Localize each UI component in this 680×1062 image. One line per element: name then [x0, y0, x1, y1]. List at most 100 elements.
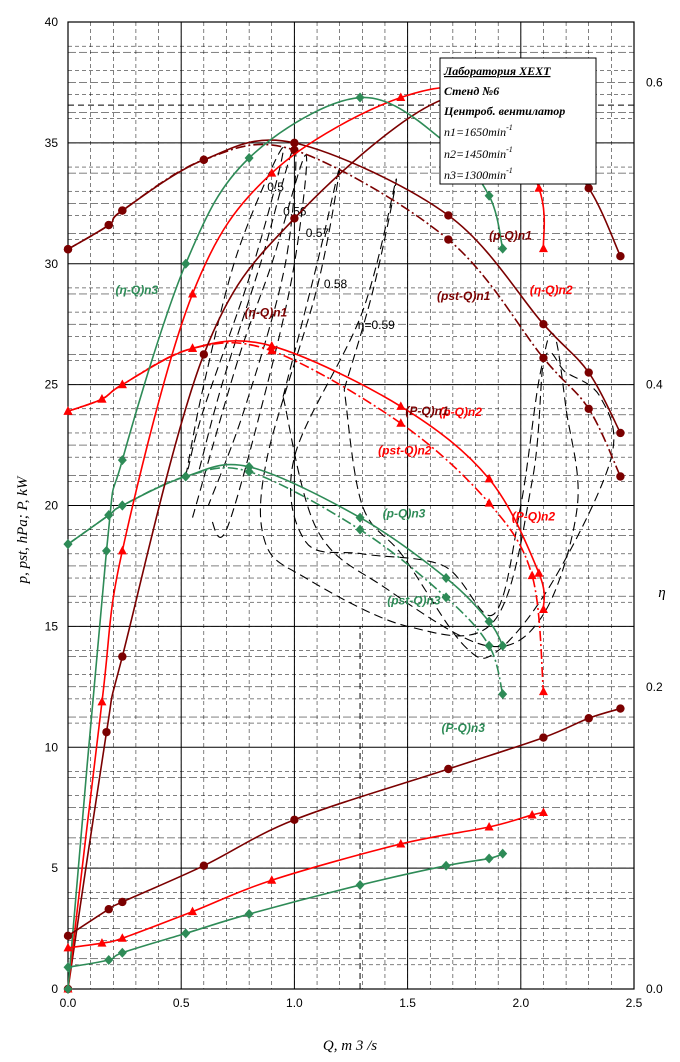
data-point: [527, 809, 537, 819]
data-point: [188, 288, 198, 298]
data-point: [396, 92, 406, 102]
data-point: [104, 510, 114, 521]
iso-efficiency-curve: [191, 154, 308, 538]
x-tick-label: 2.0: [512, 996, 529, 1010]
y-tick-label: 15: [45, 619, 59, 633]
data-point: [444, 211, 453, 220]
data-point: [181, 258, 191, 269]
data-point: [188, 343, 198, 352]
data-point: [534, 183, 544, 192]
data-point: [101, 545, 111, 556]
data-point: [117, 500, 127, 511]
data-point: [498, 848, 508, 859]
y-tick-label: 40: [45, 15, 59, 29]
series-line: [67, 86, 546, 990]
data-point: [498, 689, 508, 700]
iso-efficiency-curve: [289, 178, 615, 659]
data-point: [102, 727, 111, 737]
data-point: [355, 512, 365, 523]
series: [63, 807, 548, 952]
x-tick-label: 2.5: [626, 996, 643, 1010]
data-point: [181, 928, 191, 939]
series: [63, 466, 508, 700]
series-line: [67, 341, 545, 692]
legend-line-fan: Центроб. вентилатор: [443, 104, 565, 118]
y-tick-label: 5: [51, 861, 58, 875]
data-point: [244, 152, 254, 163]
series-line: [67, 466, 504, 695]
grid: [67, 21, 635, 990]
data-point: [441, 860, 451, 871]
y2-tick-label: 0.6: [646, 75, 663, 89]
y2-tick-label: 0.2: [646, 680, 663, 694]
data-point: [117, 379, 127, 389]
y2-axis-title: η: [658, 585, 665, 601]
iso-efficiency-label: 0.58: [324, 277, 348, 291]
y-axis-title: p, pst, hPa; P, kW: [15, 475, 31, 584]
series-label: (p-Q)n3: [383, 507, 426, 521]
data-point: [104, 905, 113, 914]
data-point: [97, 696, 107, 706]
data-point: [63, 245, 73, 254]
data-point: [63, 406, 73, 415]
data-point: [616, 472, 625, 481]
data-point: [396, 401, 406, 410]
y-tick-label: 20: [45, 499, 59, 513]
data-point: [484, 616, 494, 627]
legend-line-lab: Лаборатория ХЕХТ: [443, 64, 551, 78]
x-tick-label: 1.5: [399, 996, 416, 1010]
data-point: [584, 184, 593, 193]
series-label: (η-Q)n1: [245, 306, 288, 320]
data-point: [355, 880, 365, 891]
series-line: [67, 852, 503, 969]
iso-efficiency-label: 0.5: [267, 180, 284, 194]
x-tick-label: 1.0: [286, 996, 303, 1010]
series-label: (η-Q)n3: [116, 283, 159, 297]
series-line: [67, 707, 621, 937]
x-tick-label: 0.5: [173, 996, 190, 1010]
y-tick-label: 30: [45, 257, 59, 271]
series-label: (pst-Q)n1: [437, 289, 491, 303]
data-point: [117, 545, 127, 555]
data-point: [534, 568, 544, 577]
data-point: [97, 394, 107, 403]
data-point: [267, 875, 277, 884]
iso-efficiency-label: 0.56: [283, 204, 307, 218]
data-point: [104, 220, 113, 230]
series: [63, 341, 548, 696]
legend-line-stand: Стенд №6: [444, 84, 499, 98]
iso-efficiency-label: 0.57: [306, 226, 330, 240]
series: [63, 143, 625, 481]
data-point: [484, 822, 494, 831]
data-point: [290, 815, 299, 824]
iso-efficiency-curve: [185, 147, 284, 477]
data-point: [199, 350, 209, 359]
data-point: [441, 592, 451, 603]
data-point: [355, 524, 365, 535]
data-point: [584, 404, 593, 413]
data-point: [527, 570, 537, 580]
iso-efficiency-lines: 0.5 0.56 0.57 0.58 η=0.59: [185, 147, 615, 659]
legend-line-n2: n2=1450min-1: [444, 145, 513, 161]
iso-efficiency-curve: [259, 166, 579, 648]
data-point: [539, 733, 548, 742]
data-point: [244, 909, 254, 920]
data-point: [484, 640, 494, 651]
data-point: [118, 897, 127, 907]
y2-tick-label: 0.4: [646, 378, 663, 392]
curve-labels: (p-Q)n1 (pst-Q)n1 (p-Q)n2 (pst-Q)n2 (p-Q)n3 (…: [116, 229, 573, 736]
data-point: [539, 353, 548, 363]
data-point: [63, 962, 73, 973]
series: [63, 704, 625, 941]
data-point: [616, 251, 625, 261]
series-label: (η-Q)n2: [530, 283, 573, 297]
data-point: [104, 954, 114, 965]
data-point: [538, 243, 548, 253]
data-point: [538, 604, 548, 613]
series: [63, 848, 508, 973]
y-tick-label: 35: [45, 136, 59, 150]
series-label: (P-Q)n2: [512, 510, 556, 524]
legend-line-n3: n3=1300min-1: [444, 166, 513, 182]
iso-efficiency-label: η=0.59: [358, 318, 395, 332]
